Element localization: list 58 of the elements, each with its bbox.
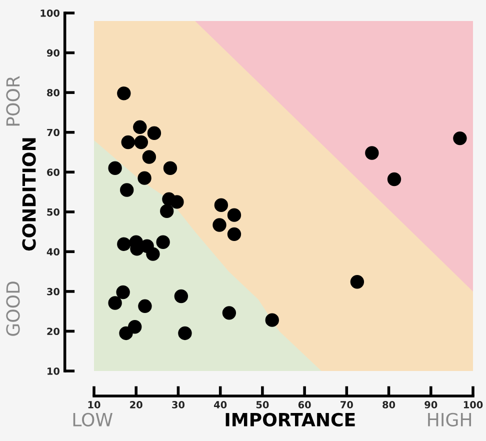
- point: [163, 161, 178, 175]
- point: [146, 247, 160, 261]
- point: [222, 306, 236, 320]
- x-tick-label: 30: [172, 401, 185, 408]
- y-tick-label: 70: [47, 128, 60, 136]
- point: [170, 195, 184, 209]
- y-tick-label: 60: [47, 168, 60, 176]
- point: [133, 120, 147, 134]
- point: [160, 204, 174, 218]
- point: [227, 208, 242, 222]
- x-tick-label: 100: [464, 401, 483, 408]
- point: [387, 172, 402, 186]
- point: [214, 198, 228, 212]
- point: [227, 227, 242, 242]
- point: [265, 313, 279, 327]
- y-axis-title: CONDITION: [22, 138, 36, 251]
- y-tick-label: 40: [46, 248, 60, 256]
- x-tick-label: 90: [424, 401, 438, 408]
- point: [120, 183, 134, 197]
- point: [212, 218, 226, 232]
- point: [156, 235, 170, 249]
- point: [121, 135, 135, 150]
- point: [174, 289, 188, 304]
- point: [119, 326, 133, 340]
- y-tick-label: 30: [47, 288, 60, 296]
- point: [142, 150, 156, 164]
- y-tick-label: 90: [46, 49, 60, 57]
- point: [350, 275, 364, 289]
- point: [117, 237, 131, 251]
- point: [138, 299, 152, 314]
- y-tick-label: 100: [40, 9, 60, 17]
- point: [147, 126, 162, 140]
- y-tick-label: 50: [47, 208, 60, 216]
- x-tick-label: 40: [214, 401, 227, 408]
- x-axis-title: IMPORTANCE: [226, 412, 355, 426]
- point: [178, 326, 192, 340]
- point: [138, 171, 152, 185]
- x-tick-label: 70: [340, 401, 353, 408]
- point: [117, 86, 131, 100]
- x-tick-label: 60: [298, 401, 311, 408]
- y-tick-label: 80: [47, 89, 60, 96]
- point: [128, 320, 142, 334]
- point: [134, 135, 148, 150]
- point: [453, 131, 467, 146]
- x-tick-label: 50: [256, 401, 269, 408]
- y-tick-label: 20: [47, 328, 60, 336]
- x-tick-label: 20: [130, 401, 142, 408]
- point: [108, 161, 122, 175]
- y-tick-label: 10: [48, 367, 60, 375]
- text: POOR: [6, 76, 20, 126]
- point: [365, 146, 379, 160]
- text: GOOD: [6, 282, 20, 336]
- text: LOW: [73, 412, 112, 426]
- point: [108, 296, 122, 310]
- x-tick-label: 10: [88, 401, 100, 408]
- x-tick-label: 80: [382, 401, 396, 408]
- text: HIGH: [428, 412, 472, 426]
- point: [116, 285, 130, 300]
